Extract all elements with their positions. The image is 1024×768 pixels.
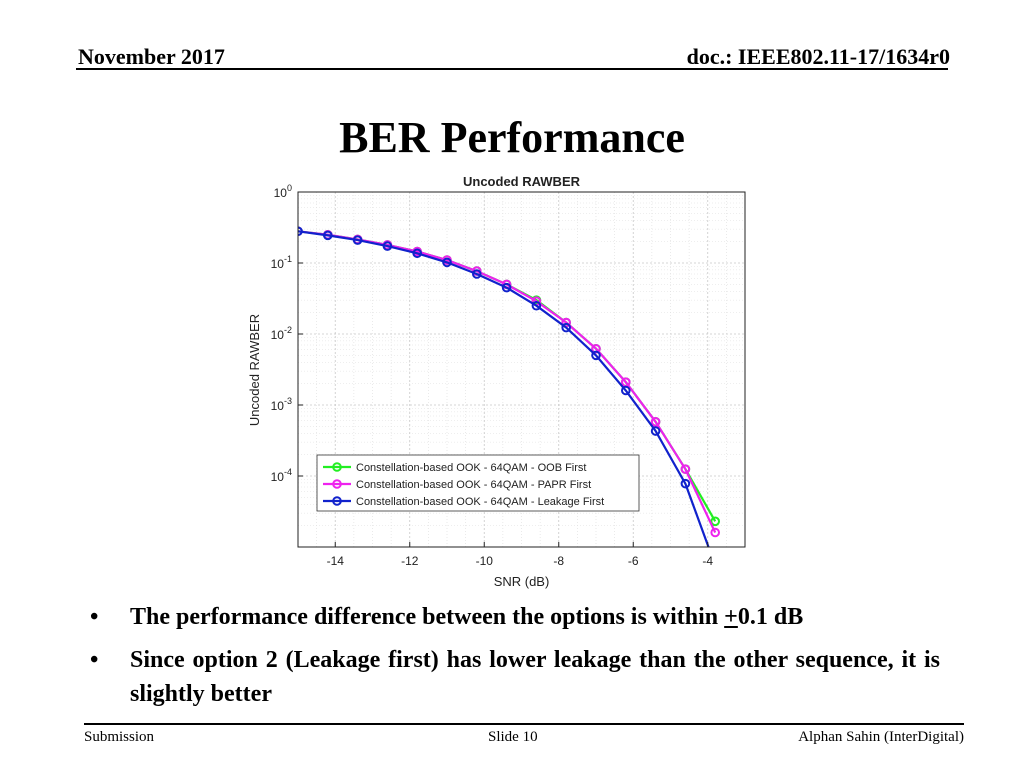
footer-submission: Submission xyxy=(84,729,155,745)
data-point xyxy=(561,322,572,333)
legend-label: Constellation-based OOK - 64QAM - Leakag… xyxy=(356,496,604,508)
y-tick-label: 10-3 xyxy=(271,396,292,413)
data-point xyxy=(680,464,691,474)
bullet-text-1a: The performance difference between the o… xyxy=(130,604,725,630)
data-point xyxy=(680,478,691,489)
data-point xyxy=(501,282,512,293)
legend: Constellation-based OOK - 64QAM - OOB Fi… xyxy=(316,454,640,512)
legend-marker xyxy=(332,462,342,472)
y-tick-label: 10-2 xyxy=(271,325,292,342)
footer-author: Alphan Sahin (InterDigital) xyxy=(798,729,964,745)
y-tick-label: 100 xyxy=(274,183,292,200)
bullet-item: • Since option 2 (Leakage first) has low… xyxy=(88,643,940,711)
x-tick-label: -10 xyxy=(476,554,494,568)
header-rule xyxy=(76,68,948,70)
x-axis-label: SNR (dB) xyxy=(494,574,550,589)
series-line xyxy=(298,230,710,547)
data-point xyxy=(710,527,721,538)
slide-title: BER Performance xyxy=(339,113,685,162)
x-tick-label: -8 xyxy=(553,554,564,568)
data-point xyxy=(472,269,482,279)
bullet-list: • The performance difference between the… xyxy=(88,600,940,720)
legend-label: Constellation-based OOK - 64QAM - PAPR F… xyxy=(356,479,591,491)
y-tick-label: 10-1 xyxy=(271,254,292,271)
ber-chart: -14 -12 -10 -8 -6 -4 100 10-1 10-2 10-3 10-4 Unco… xyxy=(247,174,746,589)
series-clip-group xyxy=(298,226,721,547)
data-point xyxy=(442,257,452,268)
bullet-text-2: Since option 2 (Leakage first) has lower… xyxy=(130,647,940,707)
y-axis-label: Uncoded RAWBER xyxy=(247,314,262,426)
data-point xyxy=(650,416,661,427)
x-tick-label: -12 xyxy=(401,554,419,568)
data-point xyxy=(710,516,721,527)
data-point xyxy=(650,426,661,436)
data-point xyxy=(531,300,542,311)
legend-marker xyxy=(332,496,342,506)
chart-title: Uncoded RAWBER xyxy=(463,174,581,189)
data-point xyxy=(621,385,631,396)
x-tick-label: -6 xyxy=(628,554,639,568)
data-point xyxy=(382,241,393,251)
legend-box xyxy=(316,454,640,512)
footer-rule xyxy=(84,723,964,725)
bullet-item: • The performance difference between the… xyxy=(88,600,940,634)
legend-marker xyxy=(332,479,342,489)
header-date: November 2017 xyxy=(78,44,225,69)
data-point xyxy=(352,235,363,245)
data-point xyxy=(591,350,601,361)
header-doc-id: doc.: IEEE802.11-17/1634r0 xyxy=(686,44,950,69)
data-point xyxy=(412,248,422,259)
x-tick-label: -4 xyxy=(702,554,713,568)
legend-label: Constellation-based OOK - 64QAM - OOB Fi… xyxy=(356,462,586,474)
bullet-text-1b: 0.1 dB xyxy=(737,604,804,630)
bullet-marker: • xyxy=(90,647,99,673)
data-point xyxy=(323,230,333,241)
y-tick-label: 10-4 xyxy=(271,467,292,484)
plot-frame xyxy=(297,191,746,548)
footer-slide-number: Slide 10 xyxy=(488,729,538,745)
series-3 xyxy=(298,226,710,547)
bullet-marker: • xyxy=(90,604,99,630)
x-tick-label: -14 xyxy=(327,554,345,568)
plus-minus-symbol: + xyxy=(724,604,738,630)
